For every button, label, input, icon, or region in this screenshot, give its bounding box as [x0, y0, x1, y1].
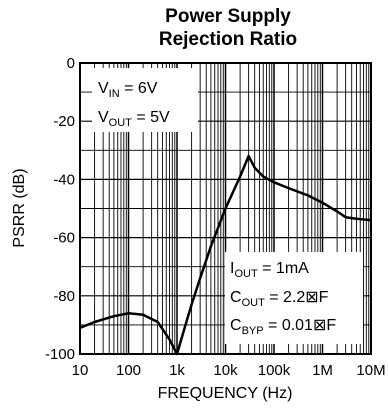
x-tick-label: 10k [213, 362, 238, 379]
annotation-cout: COUT = 2.2⊠F [230, 289, 329, 309]
tick-labels: 10 100 1k 10k 100k 1M 10M 0 -20 -40 -60 -80 -100 [45, 55, 386, 379]
y-tick-label: -60 [53, 230, 75, 247]
x-tick-label: 10 [72, 362, 89, 379]
y-tick-label: -100 [45, 346, 75, 363]
y-tick-label: -20 [53, 113, 75, 130]
annotation-iout: IOUT = 1mA [230, 260, 309, 280]
x-axis-title: FREQUENCY (Hz) [158, 385, 293, 402]
x-tick-label: 1k [169, 362, 185, 379]
x-tick-label: 1M [312, 362, 333, 379]
psrr-series-line [79, 154, 372, 356]
x-tick-label: 10M [356, 362, 385, 379]
chart-title: Power Supply [165, 6, 291, 27]
annotation-cbyp: CBYP = 0.01⊠F [230, 317, 336, 337]
y-tick-label: -80 [53, 288, 75, 305]
x-tick-label: 100 [116, 362, 141, 379]
plot-frame [79, 62, 372, 355]
y-axis-title: PSRR (dB) [11, 168, 28, 247]
chart-subtitle: Rejection Ratio [159, 29, 297, 50]
annotation-vout: VOUT = 5V [98, 109, 170, 129]
annotation-vin: VIN = 6V [98, 80, 158, 100]
load-conditions-box [225, 252, 363, 344]
input-conditions-box [92, 68, 198, 132]
y-tick-label: 0 [67, 55, 75, 72]
x-tick-label: 100k [258, 362, 291, 379]
y-tick-label: -40 [53, 171, 75, 188]
